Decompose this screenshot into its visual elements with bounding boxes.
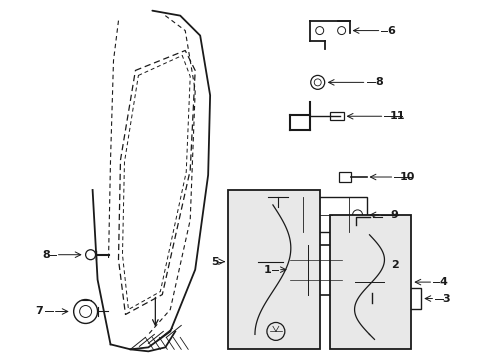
Text: 3: 3 (442, 293, 449, 303)
Bar (227, 190, 319, 349)
Bar (227, 190, 319, 349)
Bar (329, 112, 343, 120)
Bar (329, 215, 410, 349)
Bar (329, 215, 410, 349)
Text: 8: 8 (42, 250, 50, 260)
Text: 5: 5 (211, 257, 219, 267)
Bar (341, 260, 349, 280)
Text: 8: 8 (375, 77, 383, 87)
Bar (338, 172, 350, 182)
Bar (285, 197, 366, 232)
Text: 7: 7 (35, 306, 42, 316)
Text: 4: 4 (438, 277, 446, 287)
Text: 10: 10 (399, 172, 414, 182)
Text: 1: 1 (264, 265, 271, 275)
Bar (289, 245, 341, 294)
Bar (390, 288, 421, 310)
Text: 9: 9 (390, 210, 398, 220)
Text: 2: 2 (391, 260, 399, 270)
Text: 11: 11 (389, 111, 405, 121)
Text: 6: 6 (386, 26, 395, 36)
